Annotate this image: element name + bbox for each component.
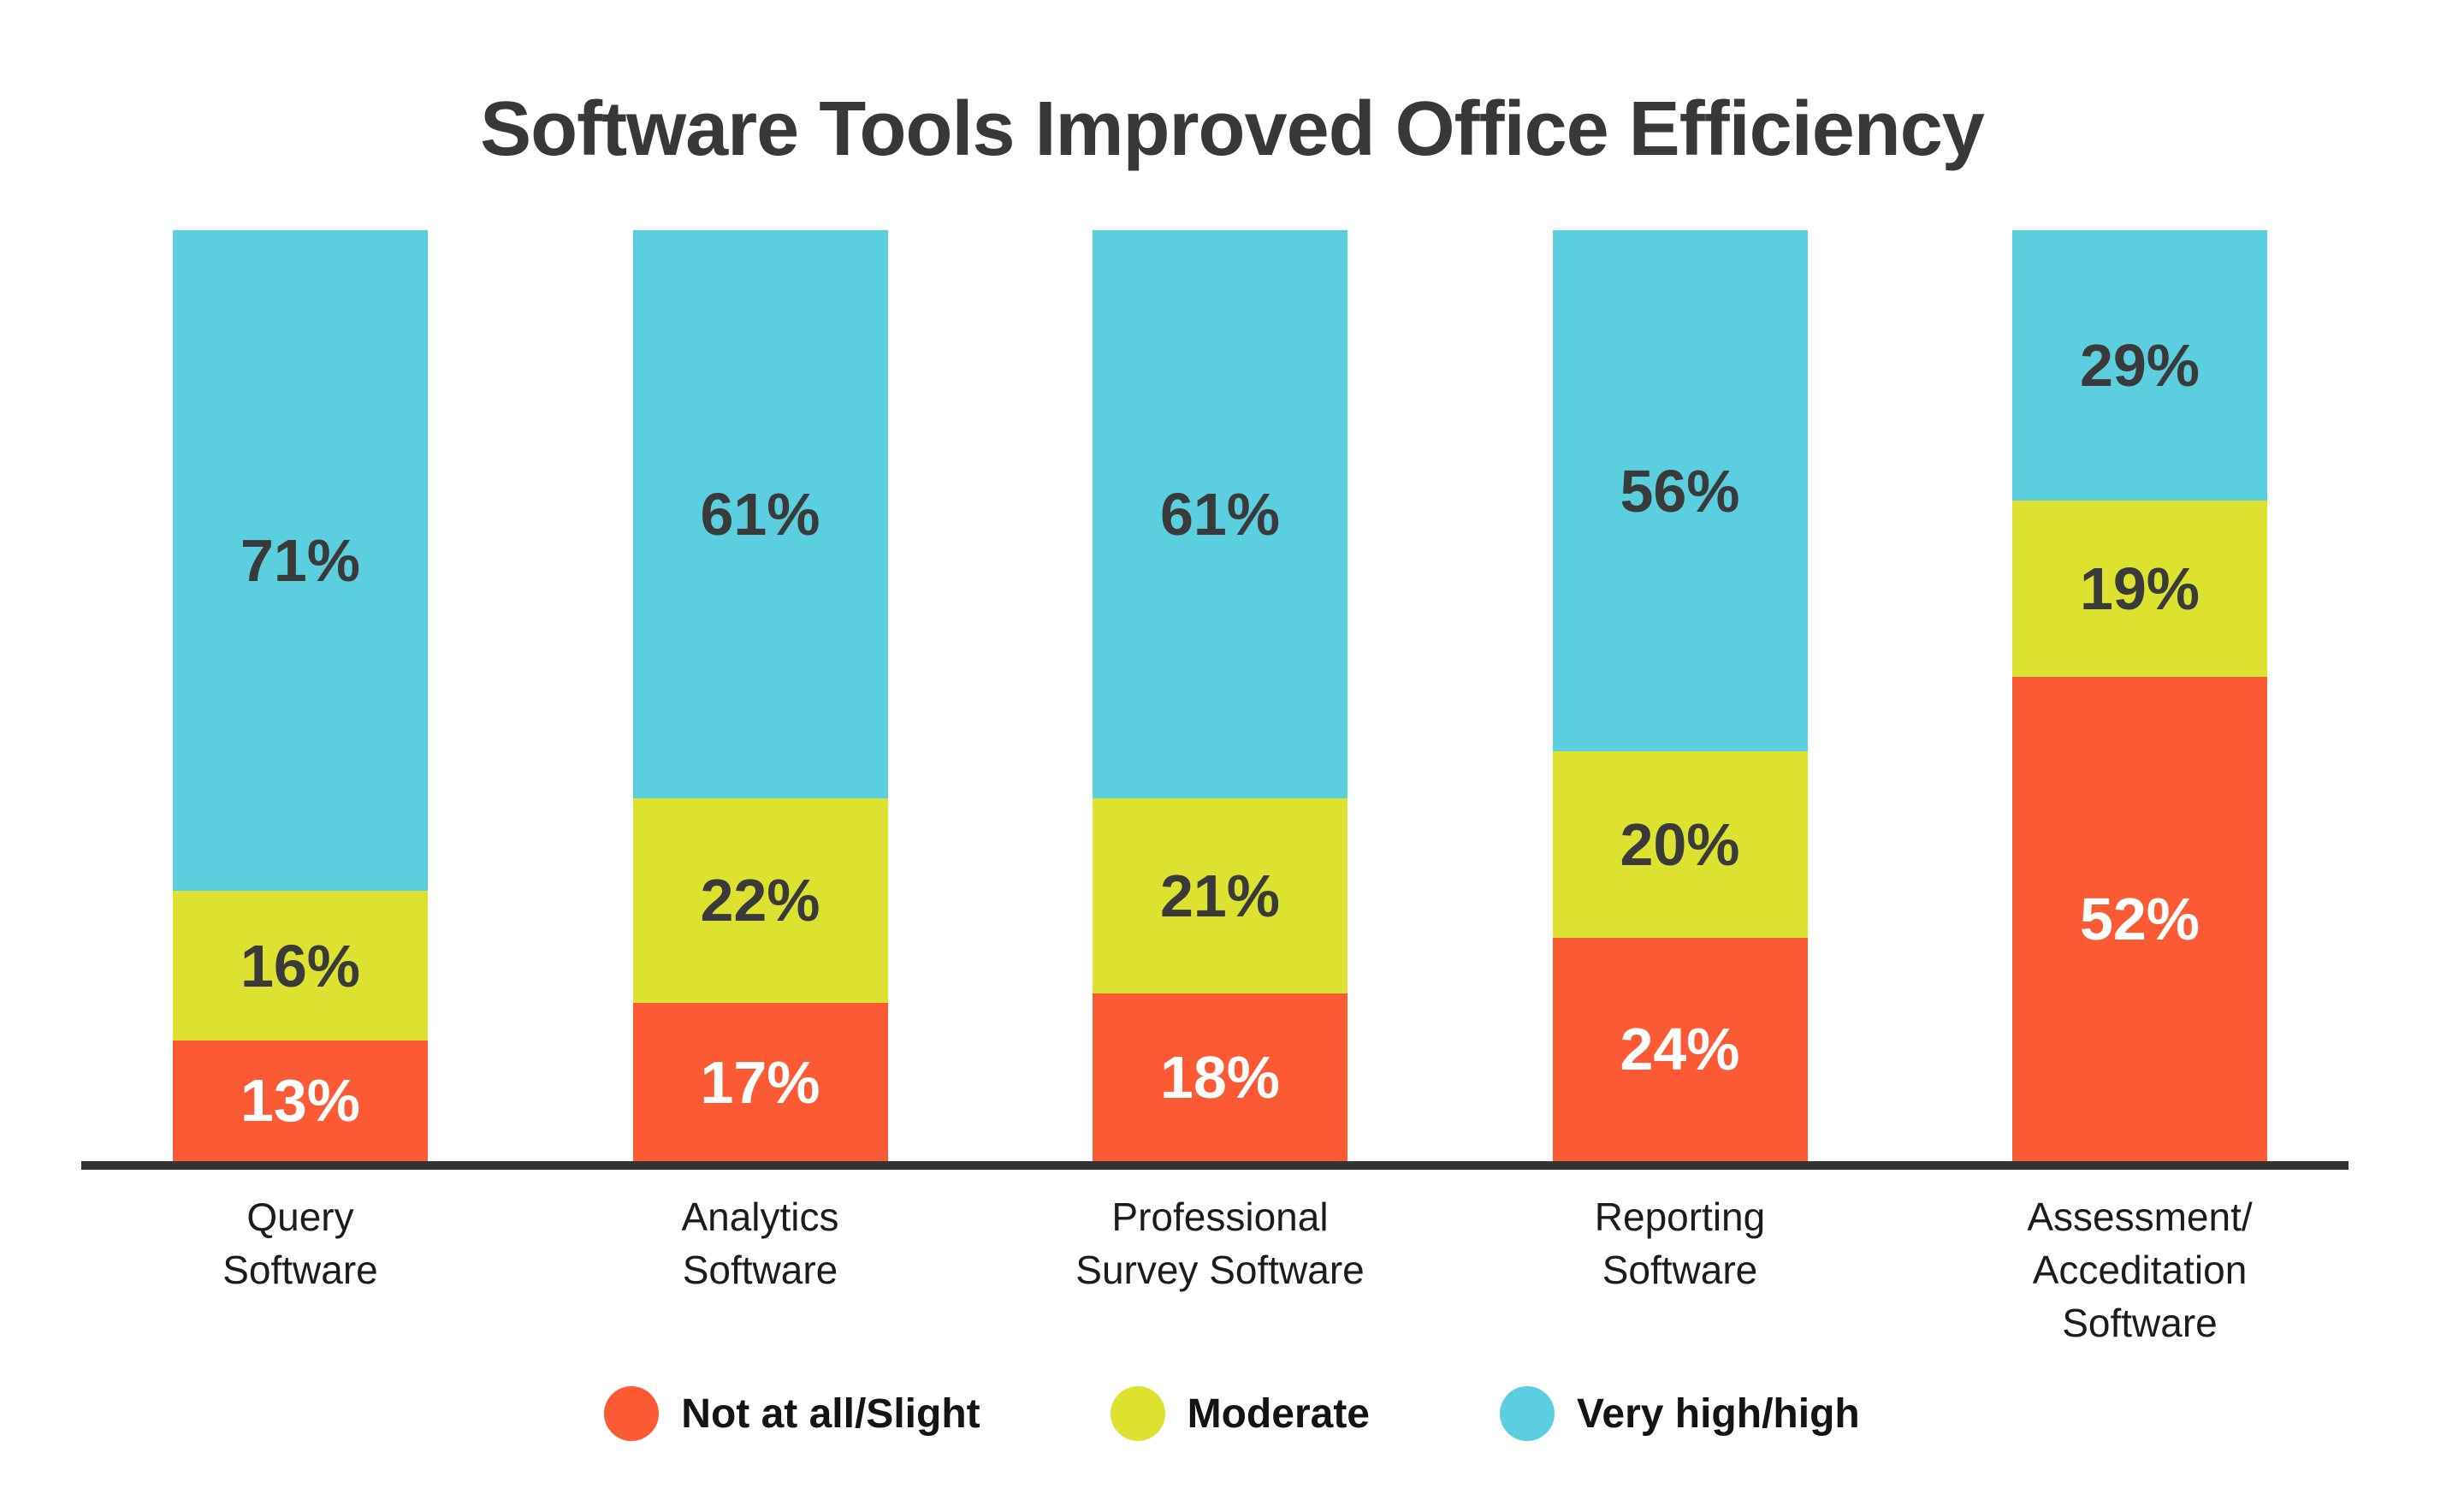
bar-segment: 52% bbox=[2012, 677, 2267, 1161]
legend-dot-icon bbox=[604, 1386, 660, 1441]
bar-segment: 71% bbox=[173, 230, 428, 892]
segment-value-label: 18% bbox=[1159, 1044, 1281, 1112]
bar-segment: 17% bbox=[632, 1003, 888, 1161]
bar-segment: 13% bbox=[173, 1040, 428, 1161]
x-axis-line bbox=[81, 1161, 2348, 1170]
category-label: Analytics Software bbox=[681, 1195, 839, 1292]
legend-item: Not at all/Slight bbox=[604, 1386, 980, 1441]
bar-segment: 24% bbox=[1552, 937, 1808, 1161]
bar-segment: 61% bbox=[632, 230, 888, 798]
category-label-cell: Query Software bbox=[173, 1190, 428, 1370]
bar-column: 29% 19% 52% bbox=[2012, 230, 2267, 1161]
segment-value-label: 24% bbox=[1620, 1016, 1740, 1083]
segment-value-label: 56% bbox=[1620, 457, 1740, 525]
legend-item: Moderate bbox=[1110, 1386, 1370, 1441]
segment-value-label: 61% bbox=[700, 480, 820, 548]
legend-dot-icon bbox=[1110, 1386, 1165, 1441]
bar-column: 71% 16% 13% bbox=[173, 230, 428, 1161]
legend-label: Very high/high bbox=[1577, 1390, 1860, 1437]
category-label: Query Software bbox=[222, 1195, 378, 1292]
legend-label: Not at all/Slight bbox=[681, 1390, 980, 1437]
segment-value-label: 22% bbox=[700, 867, 820, 934]
category-label-cell: Reporting Software bbox=[1553, 1190, 1808, 1370]
segment-value-label: 61% bbox=[1159, 480, 1281, 548]
chart-title: Software Tools Improved Office Efficienc… bbox=[480, 86, 1985, 172]
bar-segment: 18% bbox=[1093, 993, 1348, 1161]
segment-value-label: 19% bbox=[2079, 554, 2200, 622]
category-label: Assessment/ Acceditation Software bbox=[2027, 1195, 2253, 1345]
category-label-cell: Analytics Software bbox=[633, 1190, 888, 1370]
segment-value-label: 71% bbox=[240, 527, 361, 595]
legend: Not at all/Slight Moderate Very high/high bbox=[0, 1386, 2464, 1441]
legend-label: Moderate bbox=[1187, 1390, 1370, 1437]
bar-segment: 56% bbox=[1552, 230, 1808, 752]
bar-segment: 61% bbox=[1093, 230, 1348, 798]
segment-value-label: 20% bbox=[1620, 811, 1740, 879]
bar-segment: 29% bbox=[2012, 230, 2267, 501]
category-label: Reporting Software bbox=[1594, 1195, 1766, 1292]
category-label-cell: Professional Survey Software bbox=[1075, 1190, 1364, 1370]
segment-value-label: 13% bbox=[240, 1067, 361, 1135]
bar-segment: 20% bbox=[1552, 751, 1808, 938]
bar-column: 61% 22% 17% bbox=[632, 230, 888, 1161]
category-label: Professional Survey Software bbox=[1075, 1195, 1365, 1292]
category-label-cell: Assessment/ Acceditation Software bbox=[2012, 1190, 2267, 1370]
bar-segment: 19% bbox=[2012, 500, 2267, 678]
segment-value-label: 29% bbox=[2079, 331, 2200, 399]
bar-column: 56% 20% 24% bbox=[1552, 230, 1808, 1161]
segment-value-label: 16% bbox=[240, 932, 361, 999]
legend-dot-icon bbox=[1500, 1386, 1555, 1441]
bar-segment: 21% bbox=[1093, 798, 1348, 994]
plot-area: 71% 16% 13% 61% 22% 17% 61% 21% 18% 56% 20% 24% 29% 1… bbox=[173, 230, 2267, 1161]
bar-column: 61% 21% 18% bbox=[1093, 230, 1348, 1161]
segment-value-label: 52% bbox=[2079, 886, 2200, 953]
bar-segment: 16% bbox=[173, 891, 428, 1041]
segment-value-label: 17% bbox=[700, 1048, 820, 1116]
segment-value-label: 21% bbox=[1159, 862, 1281, 929]
bar-segment: 22% bbox=[632, 798, 888, 1004]
legend-item: Very high/high bbox=[1500, 1386, 1860, 1441]
category-labels-row: Query Software Analytics Software Professi… bbox=[173, 1190, 2267, 1370]
